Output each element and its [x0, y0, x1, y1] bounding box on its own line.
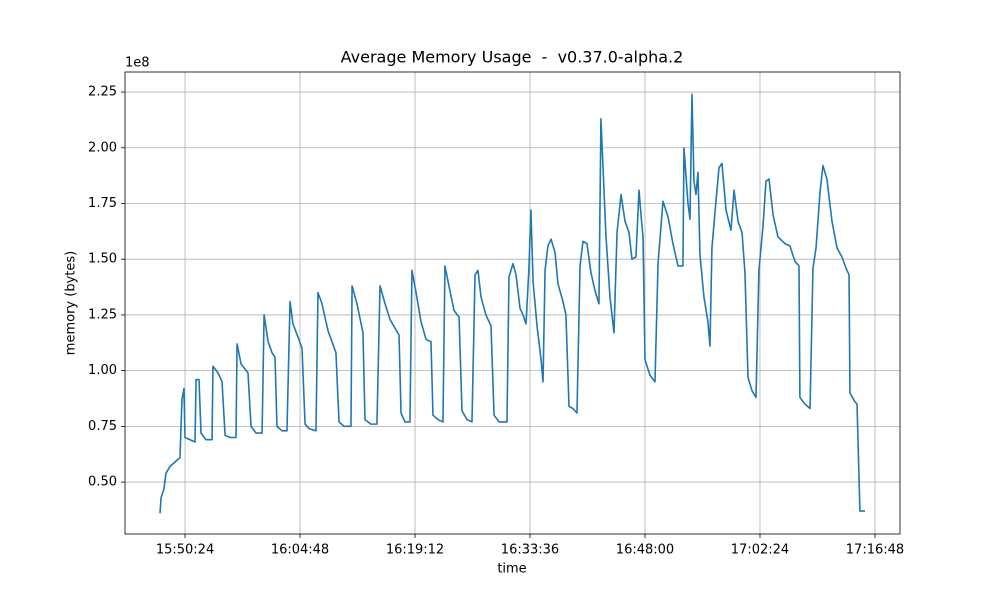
x-tick-label: 16:48:00 — [616, 543, 674, 558]
y-tick-label: 0.75 — [88, 419, 117, 434]
x-tick-label: 17:16:48 — [846, 543, 904, 558]
y-offset-label: 1e8 — [125, 56, 150, 71]
y-tick-label: 0.50 — [88, 475, 117, 490]
x-tick-label: 17:02:24 — [731, 543, 789, 558]
data-line — [159, 93, 865, 514]
x-axis-label: time — [497, 562, 526, 577]
x-tick-label: 16:19:12 — [386, 543, 444, 558]
y-tick-label: 1.75 — [88, 196, 117, 211]
x-tick-label: 16:33:36 — [501, 543, 559, 558]
x-tick-label: 16:04:48 — [271, 543, 329, 558]
y-tick-label: 1.00 — [88, 363, 117, 378]
chart-title: Average Memory Usage - v0.37.0-alpha.2 — [341, 48, 684, 67]
y-tick-label: 2.25 — [88, 85, 117, 100]
axes-frame — [124, 71, 901, 535]
y-axis-label: memory (bytes) — [64, 251, 79, 355]
y-tick-label: 1.25 — [88, 307, 117, 322]
x-tick-label: 15:50:24 — [156, 543, 214, 558]
y-tick-label: 1.50 — [88, 252, 117, 267]
y-tick-label: 2.00 — [88, 140, 117, 155]
